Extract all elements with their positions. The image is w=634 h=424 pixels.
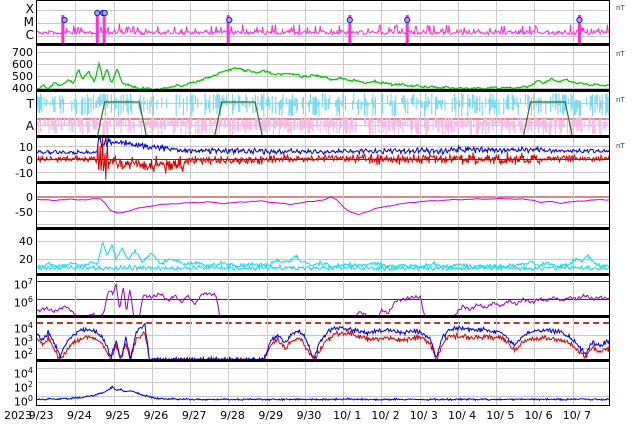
proton-flux-trace bbox=[37, 318, 609, 359]
xtick-1: 9/24 bbox=[67, 409, 92, 422]
dst-trace bbox=[37, 184, 609, 227]
panel-temperature-alpha bbox=[36, 92, 610, 138]
ytick-pflo-1e4: 104 bbox=[13, 366, 33, 381]
ytick-pflux-1e3: 103 bbox=[13, 334, 33, 349]
panel-xray-flare bbox=[36, 0, 610, 46]
ytick-dst-0: 0 bbox=[26, 191, 33, 204]
ytick-xray-M: M bbox=[23, 15, 34, 29]
xtick-5: 9/28 bbox=[220, 409, 245, 422]
x-axis: 2023 9/23 9/24 9/25 9/26 9/27 9/28 9/29 9/30 10/… bbox=[0, 406, 634, 424]
wind-speed-trace bbox=[37, 46, 609, 89]
right-label-unit-1: nT bbox=[616, 4, 625, 12]
ytick-wind-700: 700 bbox=[12, 46, 33, 59]
ytick-ae-40: 40 bbox=[19, 235, 33, 248]
ytick-pflo-1e0: 100 bbox=[13, 394, 33, 409]
ytick-xray-X: X bbox=[25, 2, 34, 16]
xtick-13: 10/ 6 bbox=[524, 409, 553, 422]
temperature-alpha-trace bbox=[37, 92, 609, 135]
proton-flux-low-trace bbox=[37, 362, 609, 405]
panel-wind-speed bbox=[36, 46, 610, 92]
ytick-ae-20: 20 bbox=[19, 253, 33, 266]
xtick-11: 10/ 4 bbox=[447, 409, 477, 422]
panel-proton-flux-low bbox=[36, 362, 610, 406]
ytick-dst-neg50: -50 bbox=[15, 206, 33, 219]
ae-trace bbox=[37, 230, 609, 273]
xray-trace bbox=[37, 1, 609, 43]
xtick-10: 10/ 3 bbox=[409, 409, 438, 422]
xtick-3: 9/26 bbox=[143, 409, 169, 422]
xtick-0: 9/23 bbox=[28, 409, 54, 422]
plot-area bbox=[36, 0, 610, 406]
panel-proton-flux bbox=[36, 318, 610, 362]
right-label-unit-3: nT bbox=[616, 96, 625, 104]
ytick-eflux-1e7: 107 bbox=[13, 277, 33, 292]
imf-trace bbox=[37, 138, 609, 181]
panel-ae bbox=[36, 230, 610, 276]
panel-dst bbox=[36, 184, 610, 230]
right-label-unit-4: nT bbox=[616, 142, 625, 150]
xtick-year: 2023 bbox=[4, 409, 32, 422]
xtick-12: 10/ 5 bbox=[486, 409, 515, 422]
ytick-pflux-1e4: 104 bbox=[13, 321, 33, 336]
ytick-alpha-A: A bbox=[25, 119, 34, 133]
ytick-wind-600: 600 bbox=[12, 58, 33, 71]
ytick-imf-10: 10 bbox=[19, 141, 33, 154]
electron-flux-trace bbox=[37, 276, 609, 315]
ytick-wind-500: 500 bbox=[12, 70, 33, 83]
xtick-6: 9/29 bbox=[258, 409, 284, 422]
ytick-imf-neg10: -10 bbox=[15, 167, 33, 180]
panel-imf bbox=[36, 138, 610, 184]
xtick-4: 9/27 bbox=[181, 409, 207, 422]
xtick-14: 10/ 7 bbox=[562, 409, 591, 422]
ytick-imf-0: 0 bbox=[26, 154, 33, 167]
xtick-9: 10/ 2 bbox=[371, 409, 400, 422]
ytick-wind-400: 400 bbox=[12, 82, 33, 95]
xtick-2: 9/25 bbox=[105, 409, 131, 422]
ytick-pflux-1e2: 102 bbox=[13, 347, 33, 362]
ytick-temp-T: T bbox=[26, 97, 34, 111]
xtick-8: 10/ 1 bbox=[333, 409, 362, 422]
right-label-unit-2: nT bbox=[616, 50, 625, 58]
xtick-7: 9/30 bbox=[296, 409, 322, 422]
ytick-pflo-1e2: 102 bbox=[13, 380, 33, 395]
ytick-xray-C: C bbox=[25, 28, 34, 42]
panel-electron-flux bbox=[36, 276, 610, 318]
ytick-eflux-1e6: 106 bbox=[13, 295, 33, 310]
